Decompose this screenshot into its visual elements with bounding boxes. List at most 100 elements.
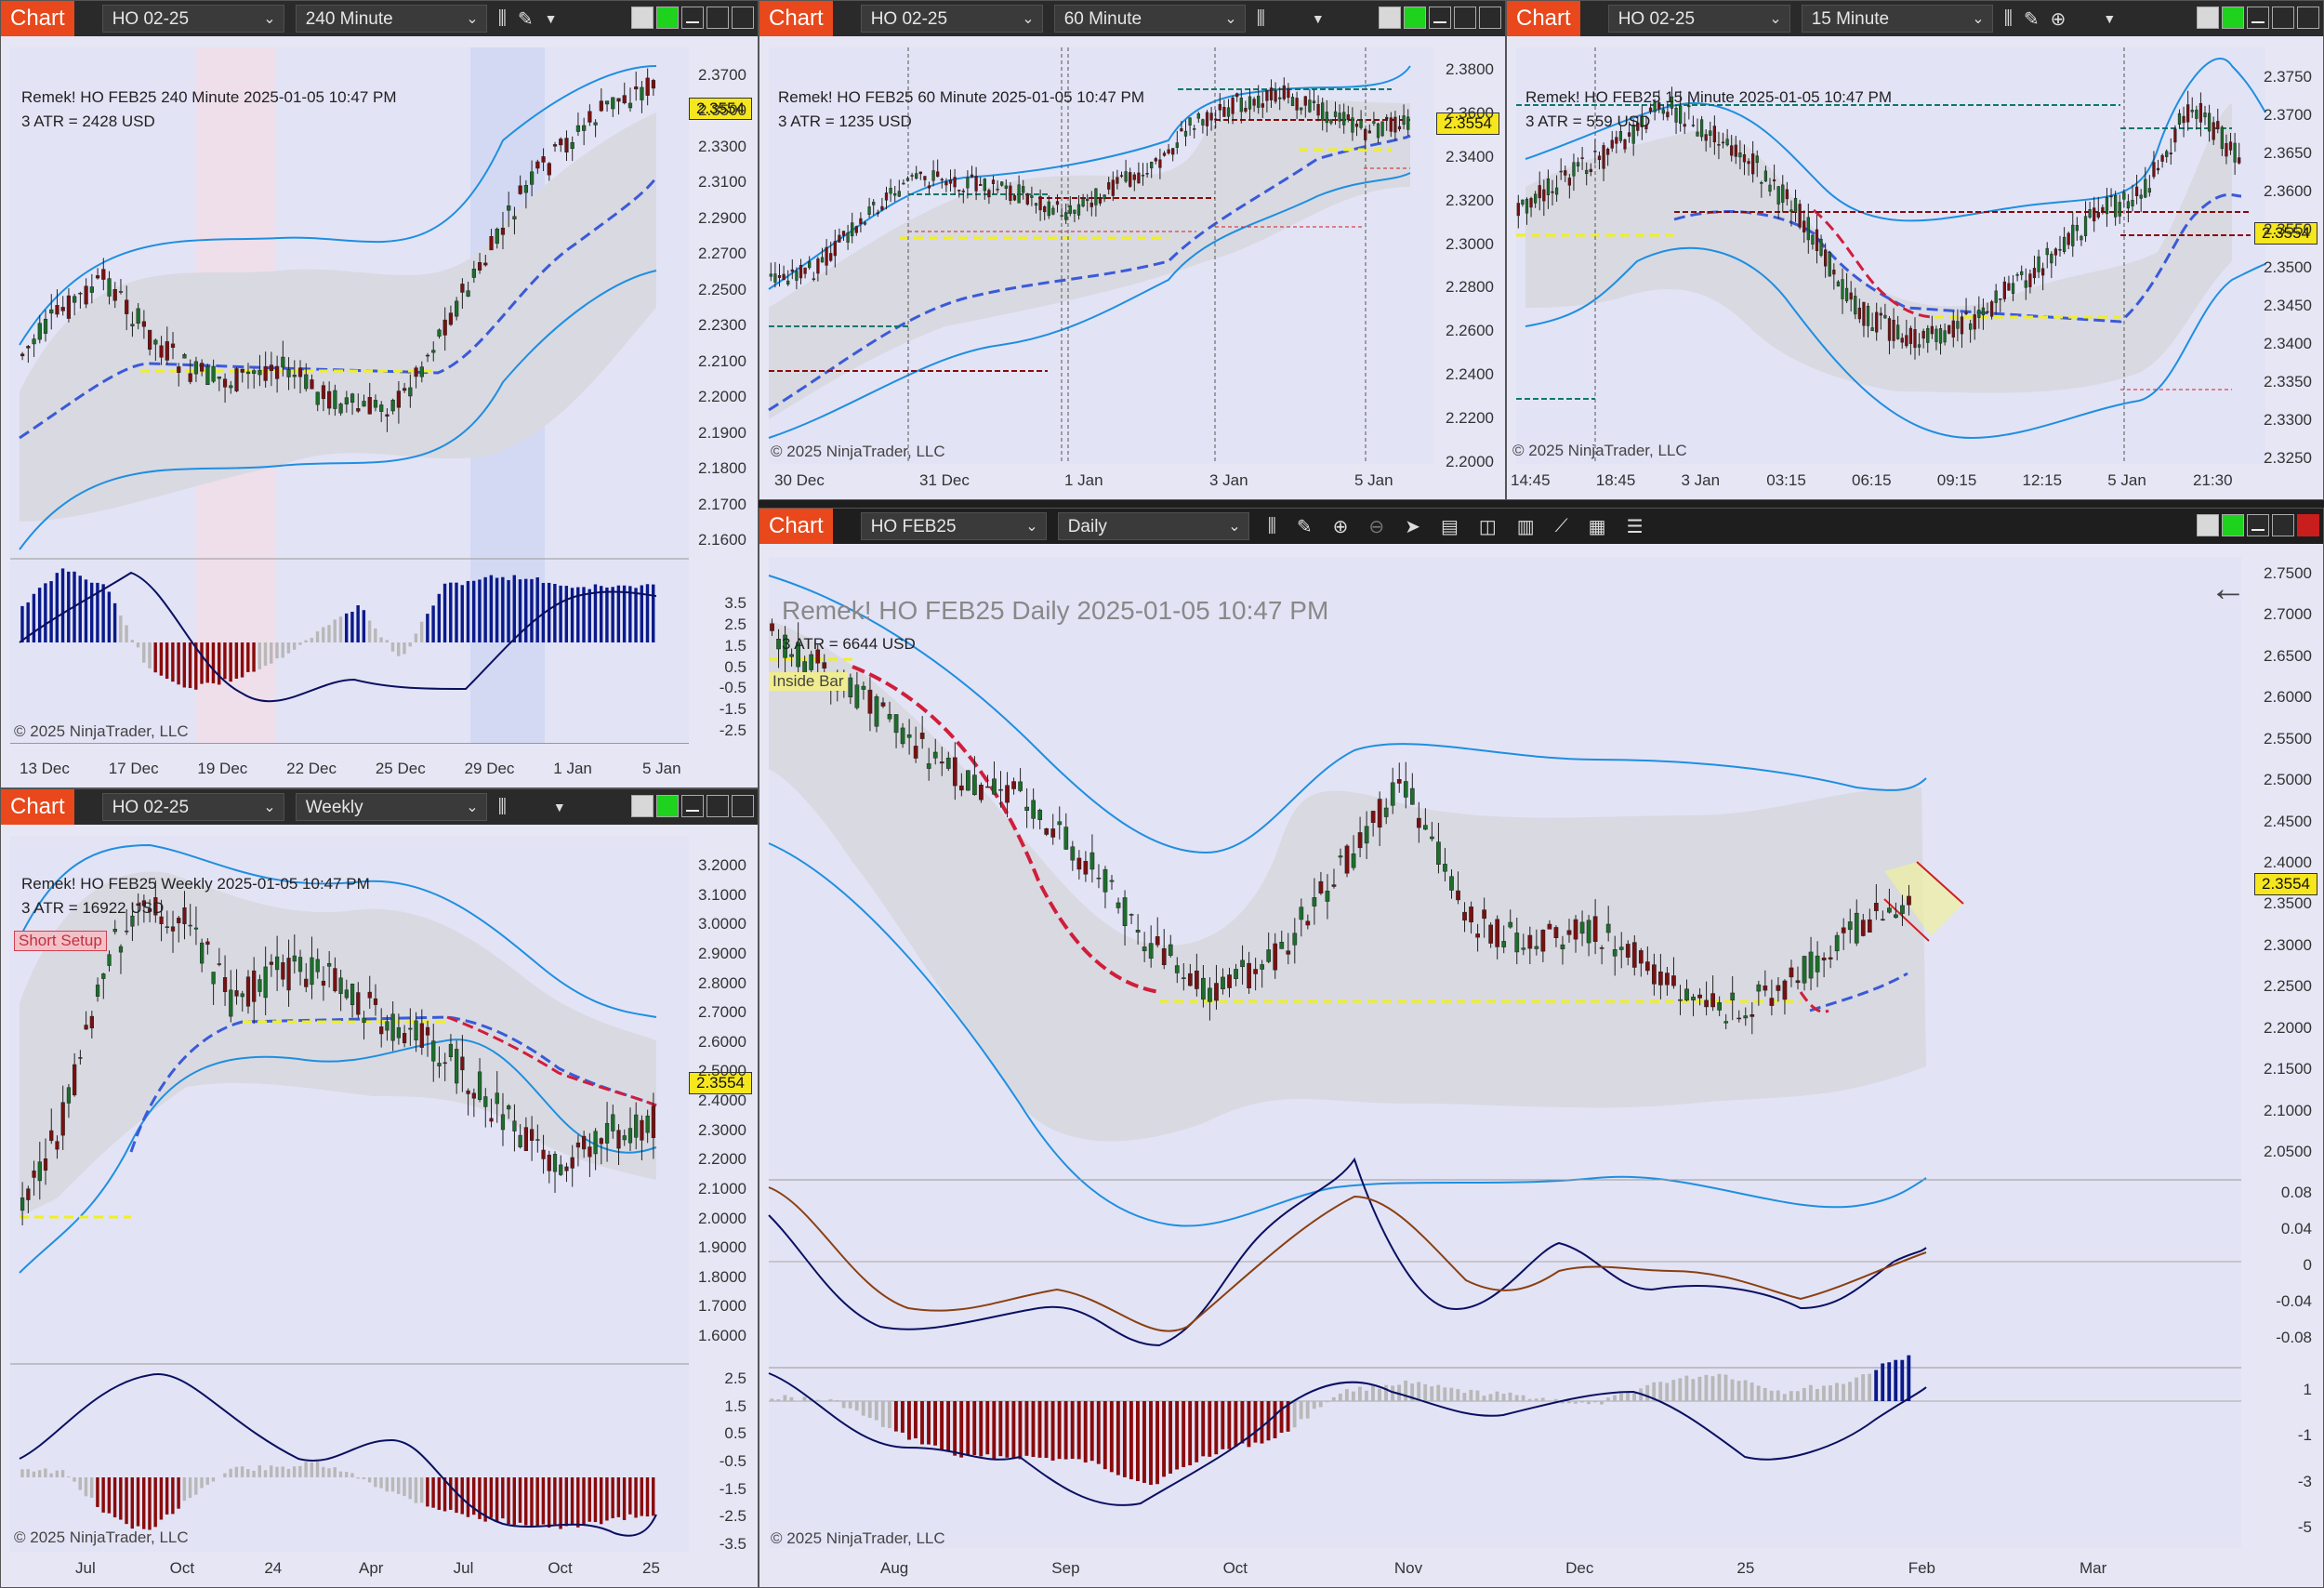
copyright: © 2025 NinjaTrader, LLC: [771, 443, 945, 460]
candle-body: [1553, 927, 1559, 938]
histogram-bar: [322, 1466, 325, 1477]
link-button[interactable]: [631, 7, 654, 29]
close-button[interactable]: [732, 7, 754, 29]
instrument-selector[interactable]: HO FEB25 ⌄: [860, 512, 1047, 540]
candle-body: [1376, 123, 1380, 139]
bar-chart-icon[interactable]: ⫼: [497, 7, 507, 29]
chevron-down-icon[interactable]: ▼: [2103, 11, 2117, 26]
close-button[interactable]: [732, 795, 754, 817]
interval-selector[interactable]: 240 Minute ⌄: [295, 5, 487, 33]
sync-button[interactable]: [2222, 7, 2244, 29]
pencil-icon[interactable]: ✎: [517, 8, 534, 30]
chevron-down-icon[interactable]: ▼: [1311, 11, 1325, 26]
minimize-button[interactable]: [681, 7, 704, 29]
candle-body: [893, 714, 899, 734]
chart-canvas-60min[interactable]: [759, 1, 1505, 499]
candle-body: [1076, 204, 1081, 216]
candle-body: [1295, 98, 1299, 111]
link-button[interactable]: [1379, 7, 1401, 29]
sync-button[interactable]: [2222, 514, 2244, 536]
link-button[interactable]: [2197, 7, 2219, 29]
histogram-bar: [1514, 1395, 1519, 1401]
bar-chart-icon[interactable]: ⫼: [1256, 7, 1265, 29]
instrument-selector[interactable]: HO 02-25 ⌄: [101, 5, 284, 33]
chevron-down-icon[interactable]: ▼: [552, 800, 566, 814]
zoom-in-icon[interactable]: ⊕: [1332, 516, 1349, 537]
axis-tick-label: 2.3600: [1446, 103, 1494, 122]
chart-menu-button[interactable]: Chart: [1507, 1, 1580, 36]
time-tick-label: 5 Jan: [1354, 471, 1393, 489]
indicators-icon[interactable]: ▥: [1516, 516, 1535, 537]
candle-body: [460, 1056, 465, 1071]
chart-menu-button[interactable]: Chart: [1, 1, 74, 36]
candle-body: [252, 970, 257, 1002]
candle-body: [1195, 970, 1199, 989]
maximize-button[interactable]: [2272, 7, 2294, 29]
chart-canvas-daily[interactable]: [759, 509, 2323, 1587]
instrument-selector[interactable]: HO 02-25 ⌄: [1607, 5, 1790, 33]
chart-canvas-240min[interactable]: [1, 1, 758, 787]
histogram-bar: [1299, 1401, 1303, 1420]
histogram-240min: [20, 568, 655, 690]
candle-body: [1063, 827, 1069, 850]
axis-tick-label: 2.3500: [2264, 258, 2312, 276]
histogram-bar: [599, 1477, 603, 1525]
bar-chart-icon[interactable]: ⫼: [1267, 515, 1276, 536]
chart-menu-button[interactable]: Chart: [759, 509, 833, 544]
interval-selector[interactable]: 15 Minute ⌄: [1801, 5, 1993, 33]
interval-selector[interactable]: Weekly ⌄: [295, 793, 487, 821]
instrument-selector[interactable]: HO 02-25 ⌄: [101, 793, 284, 821]
close-button[interactable]: [1479, 7, 1501, 29]
link-button[interactable]: [631, 795, 654, 817]
minimize-button[interactable]: [2247, 7, 2269, 29]
link-button[interactable]: [2197, 514, 2219, 536]
candle-body: [1060, 215, 1063, 217]
close-button[interactable]: [2297, 514, 2319, 536]
candle-body: [1684, 988, 1689, 1001]
maximize-button[interactable]: [2272, 514, 2294, 536]
bar-chart-icon[interactable]: ⫼: [2003, 7, 2013, 29]
candle-body: [1111, 179, 1115, 196]
zoom-out-icon[interactable]: ⊖: [1368, 516, 1385, 537]
interval-selector[interactable]: Daily ⌄: [1057, 512, 1249, 540]
chart-canvas-15min[interactable]: [1507, 1, 2323, 499]
sync-button[interactable]: [656, 795, 679, 817]
templates-icon[interactable]: ◫: [1478, 516, 1497, 537]
minimize-button[interactable]: [1429, 7, 1451, 29]
zoom-in-icon[interactable]: ⊕: [2050, 8, 2067, 30]
pencil-icon[interactable]: ✎: [2023, 8, 2040, 30]
back-arrow-icon[interactable]: ←: [2210, 568, 2247, 609]
maximize-button[interactable]: [706, 7, 729, 29]
candle-body: [1456, 890, 1460, 901]
histogram-bar: [914, 1401, 918, 1439]
chevron-down-icon[interactable]: ▼: [544, 11, 558, 26]
pencil-icon[interactable]: ✎: [1296, 516, 1313, 537]
properties-icon[interactable]: ▦: [1588, 516, 1606, 537]
list-icon[interactable]: ☰: [1626, 516, 1644, 537]
close-button[interactable]: [2297, 7, 2319, 29]
cursor-icon[interactable]: ➤: [1405, 516, 1420, 537]
data-box-icon[interactable]: ▤: [1440, 516, 1459, 537]
chart-menu-button[interactable]: Chart: [759, 1, 833, 36]
chart-menu-button[interactable]: Chart: [1, 789, 74, 825]
histogram-bar: [518, 579, 522, 642]
sync-button[interactable]: [656, 7, 679, 29]
histogram-bar: [940, 1401, 944, 1450]
candle-body: [1299, 906, 1304, 920]
instrument-selector[interactable]: HO 02-25 ⌄: [860, 5, 1043, 33]
histogram-bar: [495, 577, 499, 642]
histogram-bar: [559, 1477, 562, 1529]
maximize-button[interactable]: [1454, 7, 1476, 29]
strategies-icon[interactable]: ⟋: [1554, 515, 1568, 536]
minimize-button[interactable]: [2247, 514, 2269, 536]
candle-body: [1572, 162, 1576, 177]
histogram-bar: [188, 1477, 192, 1499]
chart-window-daily: Chart HO FEB25 ⌄ Daily ⌄ ⫼ ✎ ⊕ ⊖ ➤ ▤ ◫ ▥ ⟋…: [759, 508, 2324, 1588]
interval-selector[interactable]: 60 Minute ⌄: [1053, 5, 1246, 33]
chart-canvas-weekly[interactable]: [1, 789, 758, 1587]
minimize-button[interactable]: [681, 795, 704, 817]
axis-tick-label: 2.2000: [698, 1150, 746, 1169]
sync-button[interactable]: [1404, 7, 1426, 29]
maximize-button[interactable]: [706, 795, 729, 817]
bar-chart-icon[interactable]: ⫼: [497, 796, 507, 817]
